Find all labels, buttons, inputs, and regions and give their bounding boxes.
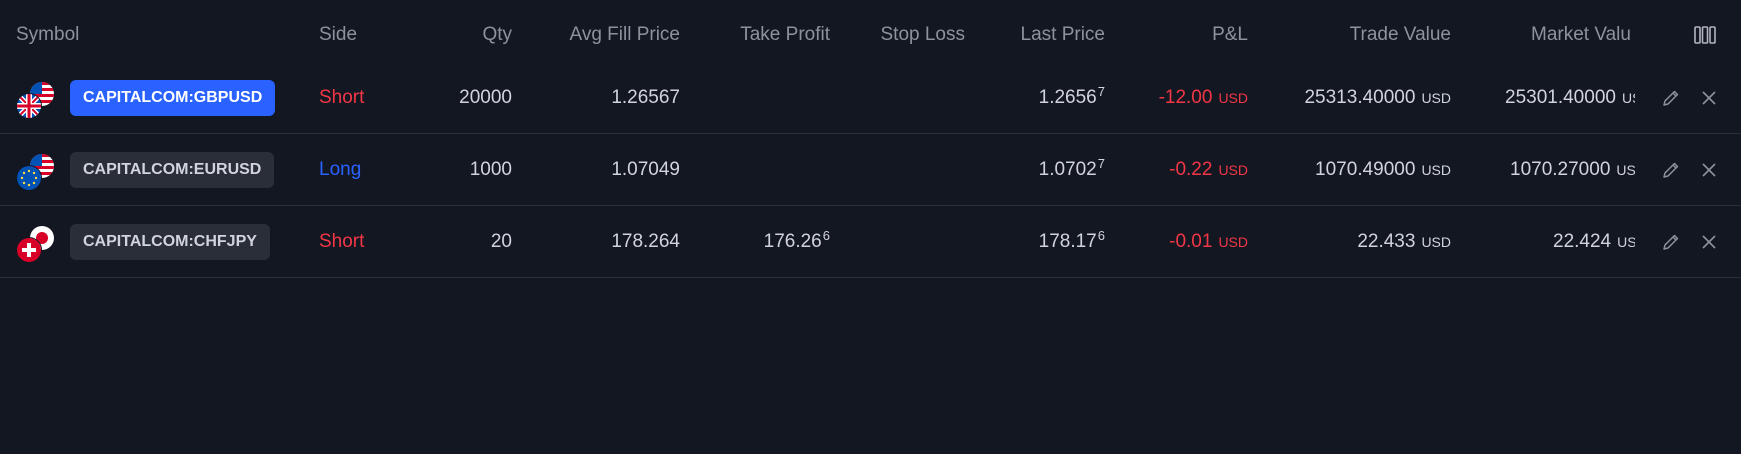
last-price-last-digit: 7 <box>1097 156 1105 171</box>
column-header-stop-loss[interactable]: Stop Loss <box>880 24 966 45</box>
avg-fill-price-value: 1.26567 <box>611 86 680 108</box>
stop-loss-cell[interactable] <box>850 134 965 205</box>
columns-icon <box>1694 26 1716 44</box>
take-profit-cell[interactable] <box>700 134 830 205</box>
qty-value: 20000 <box>459 86 512 108</box>
symbol-cell: CAPITALCOM:GBPUSD <box>16 62 306 133</box>
column-header-qty[interactable]: Qty <box>482 24 512 45</box>
close-position-button[interactable] <box>1698 87 1720 109</box>
table-row[interactable]: CAPITALCOM:GBPUSD Short 20000 1.26567 1.… <box>0 62 1741 134</box>
column-header-pnl[interactable]: P&L <box>1212 24 1248 45</box>
take-profit-cell[interactable]: 176.26 6 <box>700 206 830 277</box>
pencil-icon <box>1663 234 1679 250</box>
market-value-cell: 1070.27000 US <box>1460 134 1635 205</box>
pnl-cell: -0.01 USD <box>1120 206 1248 277</box>
last-price-last-digit: 7 <box>1097 84 1105 99</box>
column-header-trade-value[interactable]: Trade Value <box>1349 24 1451 45</box>
market-value-currency: US <box>1617 233 1635 250</box>
last-price-value: 1.0702 <box>1038 158 1097 180</box>
symbol-button[interactable]: CAPITALCOM:CHFJPY <box>70 223 270 260</box>
last-price-cell: 1.2656 7 <box>980 62 1105 133</box>
side-value: Short <box>319 86 365 108</box>
close-icon <box>1702 162 1716 177</box>
market-value-cell: 22.424 US <box>1460 206 1635 277</box>
table-header: Symbol Side Qty Avg Fill Price Take Prof… <box>0 0 1741 62</box>
column-header-take-profit[interactable]: Take Profit <box>740 24 830 45</box>
last-price-cell: 178.17 6 <box>980 206 1105 277</box>
close-icon <box>1702 234 1716 249</box>
table-row[interactable]: CAPITALCOM:CHFJPY Short 20 178.264 176.2… <box>0 206 1741 278</box>
ch-flag-icon <box>16 236 42 263</box>
trade-value-cell: 1070.49000 USD <box>1260 134 1451 205</box>
trade-value-value: 1070.49000 <box>1315 158 1416 180</box>
pnl-value: -12.00 <box>1158 86 1213 108</box>
qty-value: 1000 <box>469 158 512 180</box>
trade-value-cell: 22.433 USD <box>1260 206 1451 277</box>
symbol-cell: CAPITALCOM:CHFJPY <box>16 206 306 277</box>
take-profit-cell[interactable] <box>700 62 830 133</box>
qty-value: 20 <box>490 230 512 252</box>
symbol-button[interactable]: CAPITALCOM:GBPUSD <box>70 79 276 116</box>
pnl-value: -0.22 <box>1169 158 1213 180</box>
pnl-cell: -0.22 USD <box>1120 134 1248 205</box>
table-row[interactable]: CAPITALCOM:EURUSD Long 1000 1.07049 1.07… <box>0 134 1741 206</box>
column-header-last-price[interactable]: Last Price <box>1020 24 1105 45</box>
close-position-button[interactable] <box>1698 159 1720 181</box>
column-header-avg-fill-price[interactable]: Avg Fill Price <box>569 24 680 45</box>
column-settings-button[interactable] <box>1690 0 1720 70</box>
stop-loss-cell[interactable] <box>850 62 965 133</box>
trade-value-cell: 25313.40000 USD <box>1260 62 1451 133</box>
trade-value-value: 25313.40000 <box>1304 86 1416 108</box>
close-position-button[interactable] <box>1698 231 1720 253</box>
last-price-cell: 1.0702 7 <box>980 134 1105 205</box>
row-actions <box>1660 62 1730 133</box>
pencil-icon <box>1663 90 1679 106</box>
market-value-currency: US <box>1621 89 1635 106</box>
take-profit-last-digit: 6 <box>822 228 830 243</box>
trade-value-value: 22.433 <box>1357 230 1416 252</box>
currency-pair-flags <box>16 78 56 119</box>
close-icon <box>1702 90 1716 105</box>
stop-loss-cell[interactable] <box>850 206 965 277</box>
row-actions <box>1660 134 1730 205</box>
pnl-currency: USD <box>1218 89 1248 106</box>
column-header-symbol[interactable]: Symbol <box>16 24 80 45</box>
symbol-button[interactable]: CAPITALCOM:EURUSD <box>70 151 275 188</box>
trade-value-currency: USD <box>1421 233 1451 250</box>
trade-value-currency: USD <box>1421 89 1451 106</box>
currency-pair-flags <box>16 222 56 263</box>
market-value-cell: 25301.40000 US <box>1460 62 1635 133</box>
edit-position-button[interactable] <box>1660 231 1682 253</box>
pnl-currency: USD <box>1218 233 1248 250</box>
last-price-value: 1.2656 <box>1038 86 1097 108</box>
symbol-cell: CAPITALCOM:EURUSD <box>16 134 306 205</box>
market-value-value: 1070.27000 <box>1510 158 1611 180</box>
eu-flag-icon <box>16 164 42 191</box>
pencil-icon <box>1663 162 1679 178</box>
pnl-currency: USD <box>1218 161 1248 178</box>
avg-fill-price-value: 178.264 <box>611 230 680 252</box>
avg-fill-price-value: 1.07049 <box>611 158 680 180</box>
trade-value-currency: USD <box>1421 161 1451 178</box>
side-value: Short <box>319 230 365 252</box>
market-value-currency: US <box>1616 161 1635 178</box>
uk-flag-icon <box>16 92 42 119</box>
take-profit-value: 176.26 <box>763 230 822 252</box>
pnl-cell: -12.00 USD <box>1120 62 1248 133</box>
edit-position-button[interactable] <box>1660 159 1682 181</box>
edit-position-button[interactable] <box>1660 87 1682 109</box>
side-value: Long <box>319 158 362 180</box>
market-value-value: 25301.40000 <box>1505 86 1616 108</box>
pnl-value: -0.01 <box>1169 230 1213 252</box>
currency-pair-flags <box>16 150 56 191</box>
last-price-last-digit: 6 <box>1097 228 1105 243</box>
last-price-value: 178.17 <box>1038 230 1097 252</box>
market-value-value: 22.424 <box>1553 230 1612 252</box>
row-actions <box>1660 206 1730 277</box>
column-header-market-value[interactable]: Market Valu <box>1531 24 1631 45</box>
column-header-side[interactable]: Side <box>319 24 358 45</box>
